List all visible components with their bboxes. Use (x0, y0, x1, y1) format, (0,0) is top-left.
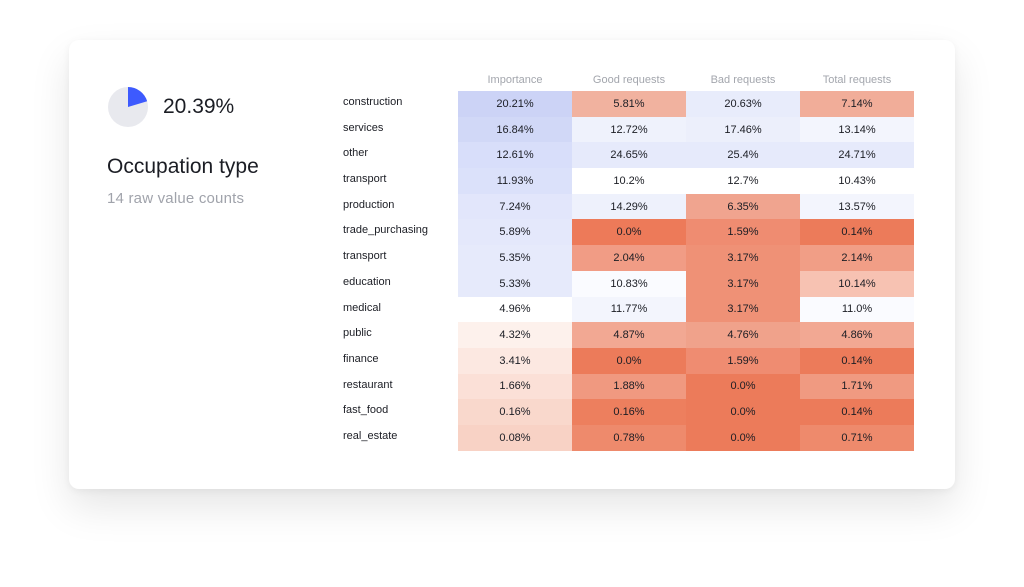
row-label: trade_purchasing (343, 224, 429, 237)
heatmap-cell: 1.66% (458, 373, 572, 400)
heatmap-cell: 4.86% (800, 322, 914, 348)
column-header-importance: Importance (487, 74, 543, 86)
row-label: fast_food (343, 404, 389, 417)
row-label: restaurant (343, 378, 393, 391)
occupation-type-card: 20.39% Occupation type 14 raw value coun… (69, 40, 955, 489)
heatmap-cell: 10.43% (800, 168, 914, 194)
row-label: public (343, 327, 372, 340)
table-row: medical 4.96% 11.77% 3.17% 11.0% (341, 296, 914, 323)
heatmap-cell: 12.61% (458, 142, 572, 169)
heatmap-cell: 0.14% (800, 219, 914, 246)
heatmap-cell: 24.65% (572, 142, 686, 169)
heatmap-cell: 0.16% (572, 399, 686, 425)
heatmap-cell: 4.87% (572, 322, 686, 348)
heatmap-cell: 0.71% (800, 424, 914, 451)
heatmap-cell: 0.0% (686, 424, 800, 451)
heatmap-cell: 20.21% (458, 91, 572, 117)
row-label: transport (343, 250, 387, 263)
table-row: transport 11.93% 10.2% 12.7% 10.43% (341, 168, 914, 194)
row-label: medical (343, 301, 381, 314)
heatmap-cell: 1.88% (572, 373, 686, 400)
heatmap-cell: 7.14% (800, 91, 914, 117)
table-row: finance 3.41% 0.0% 1.59% 0.14% (341, 347, 914, 374)
feature-title: Occupation type (107, 155, 259, 178)
table-row: education 5.33% 10.83% 3.17% 10.14% (341, 270, 914, 297)
column-header-bad-requests: Bad requests (710, 74, 776, 86)
column-header-good-requests: Good requests (592, 74, 666, 86)
table-row: production 7.24% 14.29% 6.35% 13.57% (341, 193, 914, 220)
table-row: trade_purchasing 5.89% 0.0% 1.59% 0.14% (341, 219, 914, 246)
heatmap-cell: 0.16% (458, 399, 572, 425)
column-headers: Importance Good requests Bad requests To… (458, 70, 914, 90)
heatmap-cell: 5.81% (572, 91, 686, 117)
heatmap-cell: 0.14% (800, 347, 914, 374)
pie-row: 20.39% (107, 86, 327, 128)
heatmap-cell: 10.2% (572, 168, 686, 194)
heatmap-cell: 3.17% (686, 296, 800, 323)
pie-slice (128, 87, 148, 107)
heatmap-cell: 4.96% (458, 296, 572, 323)
heatmap-cell: 0.0% (572, 347, 686, 374)
heatmap-cell: 5.33% (458, 270, 572, 297)
heatmap-cell: 10.83% (572, 270, 686, 297)
heatmap-cell: 13.14% (800, 116, 914, 143)
table-row: real_estate 0.08% 0.78% 0.0% 0.71% (341, 424, 914, 451)
heatmap-cell: 3.17% (686, 270, 800, 297)
heatmap-cell: 5.35% (458, 245, 572, 271)
heatmap-rows: construction 20.21% 5.81% 20.63% 7.14% servic… (341, 91, 914, 451)
pie-icon (108, 87, 148, 127)
heatmap-cell: 0.14% (800, 399, 914, 425)
row-label: other (343, 147, 369, 160)
heatmap-cell: 11.77% (572, 296, 686, 323)
heatmap-cell: 0.0% (572, 219, 686, 246)
column-header-total-requests: Total requests (822, 74, 892, 86)
heatmap-cell: 12.7% (686, 168, 800, 194)
percent-value: 20.39% (163, 95, 235, 118)
heatmap-cell: 3.17% (686, 245, 800, 271)
heatmap-cell: 16.84% (458, 116, 572, 143)
heatmap-cell: 14.29% (572, 193, 686, 220)
heatmap-cell: 11.0% (800, 296, 914, 323)
row-label: transport (343, 173, 387, 186)
heatmap-cell: 25.4% (686, 142, 800, 169)
table-row: transport 5.35% 2.04% 3.17% 2.14% (341, 245, 914, 271)
heatmap-cell: 7.24% (458, 193, 572, 220)
heatmap-cell: 13.57% (800, 193, 914, 220)
heatmap-cell: 0.0% (686, 373, 800, 400)
summary-panel: 20.39% Occupation type 14 raw value coun… (107, 86, 327, 207)
row-label: construction (343, 96, 403, 108)
heatmap-cell: 24.71% (800, 142, 914, 169)
table-row: services 16.84% 12.72% 17.46% 13.14% (341, 116, 914, 143)
value-count-subtitle: 14 raw value counts (107, 190, 245, 207)
heatmap-cell: 1.59% (686, 219, 800, 246)
heatmap-cell: 10.14% (800, 270, 914, 297)
row-label: finance (343, 352, 379, 365)
heatmap-cell: 5.89% (458, 219, 572, 246)
heatmap-cell: 2.04% (572, 245, 686, 271)
heatmap-cell: 17.46% (686, 116, 800, 143)
row-label: production (343, 198, 395, 211)
table-row: fast_food 0.16% 0.16% 0.0% 0.14% (341, 399, 914, 425)
heatmap-cell: 0.78% (572, 424, 686, 451)
heatmap-cell: 20.63% (686, 91, 800, 117)
heatmap-cell: 0.0% (686, 399, 800, 425)
heatmap-cell: 2.14% (800, 245, 914, 271)
table-row: construction 20.21% 5.81% 20.63% 7.14% (341, 91, 914, 117)
row-label: services (343, 121, 384, 134)
heatmap-cell: 1.71% (800, 373, 914, 400)
heatmap-cell: 12.72% (572, 116, 686, 143)
heatmap-cell: 0.08% (458, 424, 572, 451)
heatmap-cell: 4.76% (686, 322, 800, 348)
table-row: other 12.61% 24.65% 25.4% 24.71% (341, 142, 914, 169)
heatmap-cell: 1.59% (686, 347, 800, 374)
table-row: public 4.32% 4.87% 4.76% 4.86% (341, 322, 914, 348)
row-label: real_estate (343, 429, 398, 442)
heatmap-cell: 3.41% (458, 347, 572, 374)
row-label: education (343, 275, 391, 288)
table-row: restaurant 1.66% 1.88% 0.0% 1.71% (341, 373, 914, 400)
heatmap-cell: 4.32% (458, 322, 572, 348)
heatmap-cell: 6.35% (686, 193, 800, 220)
heatmap-cell: 11.93% (458, 168, 572, 194)
